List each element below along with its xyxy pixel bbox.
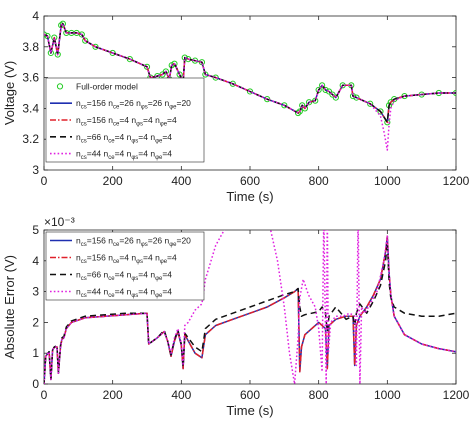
legend: Full-order model ncs=156 nce=26 nφs=26 nφ… [45,77,205,163]
y-tick-label: 5 [32,223,39,237]
legend-label: ncs=44 nce=4 nφs=4 nφe=4 [76,149,172,162]
data-point [78,31,85,38]
x-tick-label: 600 [240,174,260,188]
y-tick-label: 3 [32,285,39,299]
x-tick-label: 400 [171,174,191,188]
data-point [332,94,339,101]
legend: ncs=156 nce=26 nφs=26 nφe=20 ncs=156 nce=… [45,231,205,301]
data-point [143,63,151,70]
x-tick-label: 200 [103,388,123,402]
legend-label: Full-order model [76,81,138,91]
y-tick-label: 3 [32,163,39,177]
data-point [92,43,99,50]
data-point [44,31,48,38]
y-axis-label: Voltage (V) [2,61,17,125]
series-line [44,22,456,151]
data-point [281,102,288,109]
data-point [301,105,309,112]
voltage-panel: 0 200 400 600 800 1000 1200 3 3.2 3.4 3.6 3.8 4 Time … [2,9,470,204]
y-tick-label: 3.6 [22,71,39,85]
data-point [176,71,183,78]
data-point [294,109,302,117]
data-point [229,80,236,87]
data-point [212,74,219,81]
data-point [171,60,178,67]
legend-box [45,231,205,301]
data-point [109,49,116,57]
series-layer [44,230,456,384]
x-tick-label: 0 [41,388,48,402]
legend-label: ncs=66 nce=4 nφs=4 nφe=4 [76,132,172,145]
legend-label: ncs=44 nce=4 nφs=4 nφe=4 [76,287,172,300]
data-point [162,68,169,75]
x-tick-label: 1200 [443,174,470,188]
y-tick-label: 1 [32,346,39,360]
y-tick-label: 0 [32,377,39,391]
legend-label: ncs=66 nce=4 nφs=4 nφe=4 [76,270,172,283]
x-tick-label: 800 [309,174,329,188]
data-point [246,88,254,95]
series-line [44,241,456,384]
series-line [44,235,456,384]
y-tick-label: 4 [32,9,39,23]
y-scale-label: ×10⁻³ [44,215,75,229]
data-point [126,56,133,63]
x-tick-label: 1000 [374,388,401,402]
y-tick-label: 4 [32,254,39,268]
data-point [377,108,384,115]
data-point [264,96,271,103]
legend-box [45,77,205,163]
legend-label: ncs=156 nce=26 nφs=26 nφe=20 [76,98,191,111]
data-point [82,37,89,44]
legend-marker [56,83,64,90]
x-tick-label: 0 [41,174,48,188]
series-line [44,230,456,384]
x-tick-label: 800 [309,388,329,402]
data-point [329,91,336,98]
x-tick-label: 1000 [374,174,401,188]
x-tick-label: 600 [240,388,260,402]
legend-label: ncs=156 nce=4 nφs=4 nφe=4 [76,115,177,128]
data-point [353,94,360,101]
x-axis-label: Time (s) [226,403,273,418]
y-tick-label: 3.8 [22,40,39,54]
x-tick-label: 1200 [443,388,470,402]
x-tick-label: 200 [103,174,123,188]
x-tick-label: 400 [171,388,191,402]
data-point [322,86,329,94]
data-point [387,99,394,106]
data-point [367,100,374,107]
data-point [296,108,303,115]
y-axis-label: Absolute Error (V) [2,255,17,359]
legend-label: ncs=156 nce=26 nφs=26 nφe=20 [76,236,191,249]
y-tick-label: 3.4 [22,101,39,115]
error-panel: 0 200 400 600 800 1000 1200 0 1 2 3 4 5 Time (s) Absol… [2,215,470,418]
data-point [319,82,326,89]
data-point [59,20,66,27]
legend-label: ncs=156 nce=4 nφs=4 nφe=4 [76,253,177,266]
series-line [44,22,456,124]
series-layer [44,20,456,151]
y-tick-label: 2 [32,315,39,329]
data-point [315,86,322,94]
data-point [325,88,333,95]
y-tick-label: 3.2 [22,132,39,146]
x-axis-label: Time (s) [226,189,273,204]
